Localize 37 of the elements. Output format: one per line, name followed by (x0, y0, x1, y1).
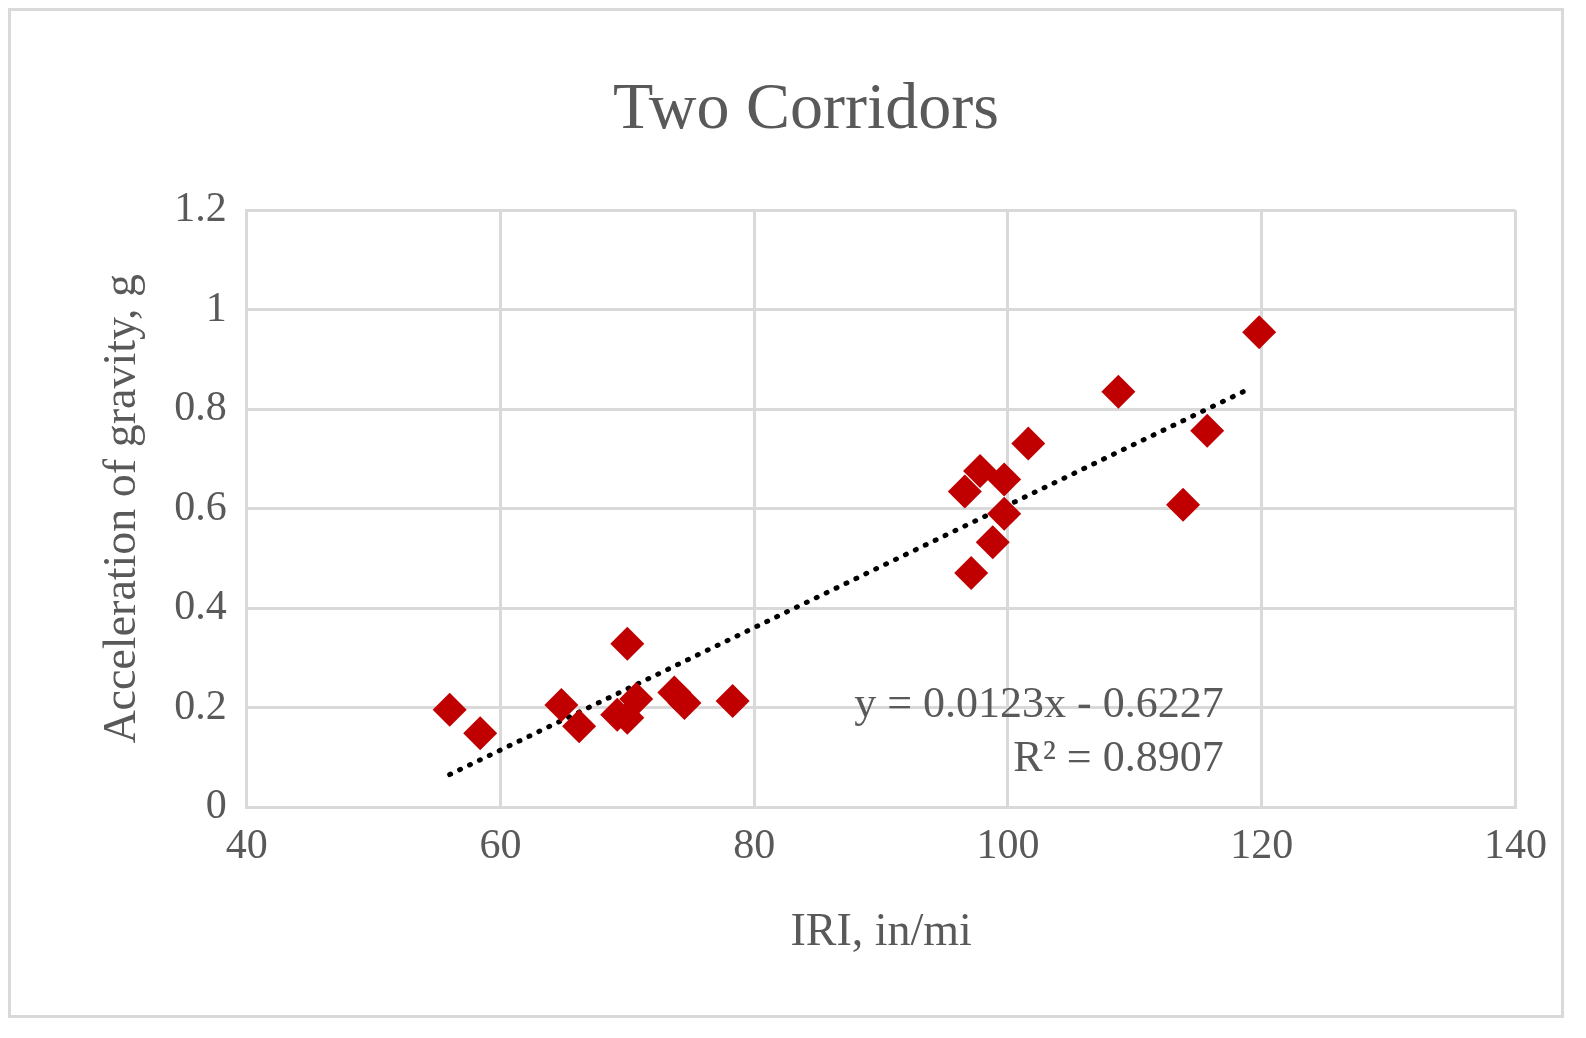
point (1242, 315, 1277, 350)
point (1011, 426, 1046, 461)
point (463, 716, 498, 751)
y-tick-label: 1 (205, 283, 227, 330)
point (954, 556, 989, 590)
point (963, 453, 998, 488)
annotation: R² = 0.8907 (1013, 732, 1224, 782)
point (562, 709, 597, 744)
x-tick-label: 120 (1230, 820, 1294, 867)
x-tick-label: 140 (1484, 820, 1547, 867)
point (987, 496, 1022, 531)
point (1101, 374, 1136, 409)
point (715, 683, 750, 718)
annotation: y = 0.0123x - 0.6227 (854, 678, 1224, 728)
point (1166, 487, 1201, 522)
y-axis-title: Acceleration of gravity, g (93, 274, 145, 744)
point (975, 525, 1010, 560)
y-tick-label: 0.4 (174, 582, 227, 629)
point (610, 626, 645, 661)
y-tick-label: 0 (205, 781, 227, 828)
point (1190, 413, 1225, 448)
chart-title: Two Corridors (613, 68, 999, 142)
y-tick-label: 0.8 (174, 383, 227, 430)
y-tick-label: 0.2 (174, 681, 227, 728)
point (432, 692, 467, 727)
y-tick-label: 0.6 (174, 482, 227, 529)
x-tick-label: 40 (225, 820, 268, 867)
point (544, 687, 579, 722)
point (987, 462, 1022, 497)
x-tick-label: 60 (479, 820, 522, 867)
y-tick-label: 1.2 (174, 184, 227, 231)
point (947, 474, 982, 509)
x-tick-label: 80 (733, 820, 776, 867)
point (667, 685, 702, 720)
x-axis-title: IRI, in/mi (790, 904, 972, 956)
x-tick-label: 100 (976, 820, 1040, 867)
point (619, 681, 654, 716)
